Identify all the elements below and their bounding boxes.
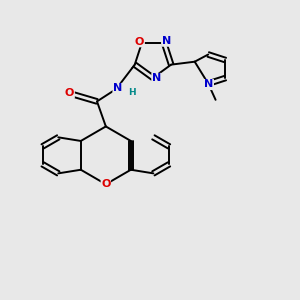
Text: H: H xyxy=(128,88,136,97)
Text: O: O xyxy=(65,88,74,98)
Text: N: N xyxy=(162,36,171,46)
Text: N: N xyxy=(204,80,213,89)
Text: O: O xyxy=(101,179,110,189)
Text: N: N xyxy=(152,74,161,83)
Text: N: N xyxy=(113,83,122,94)
Text: O: O xyxy=(135,37,144,47)
